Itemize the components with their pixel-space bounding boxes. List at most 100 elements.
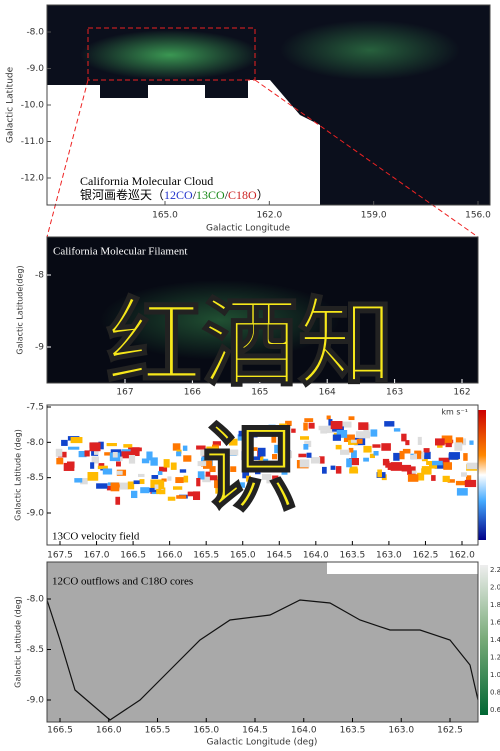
velocity-pixel — [90, 462, 95, 469]
overlay-text: 红酒知 — [106, 287, 394, 399]
velocity-pixel — [206, 446, 219, 453]
velocity-pixel — [98, 441, 104, 450]
velocity-pixel — [268, 424, 276, 429]
velocity-pixel — [250, 456, 261, 460]
velocity-pixel — [402, 448, 411, 454]
plot-frame — [46, 404, 479, 546]
colorbar-tick-label: 1.2 — [490, 654, 500, 662]
colorbar — [480, 565, 488, 715]
velocity-pixel — [336, 430, 348, 438]
velocity-pixel — [182, 445, 188, 451]
image — [47, 562, 478, 722]
x-tick-label: 162 — [453, 388, 470, 398]
plot-frame — [46, 561, 479, 723]
velocity-pixel — [461, 438, 467, 446]
y-axis-label: Galactic Latitude (deg) — [14, 429, 23, 521]
velocity-pixel — [448, 453, 459, 460]
overlay-text: 识 — [202, 412, 298, 524]
velocity-pixel — [128, 447, 140, 457]
velocity-pixel — [326, 415, 331, 420]
emission — [80, 30, 260, 80]
y-tick-label: -8.0 — [26, 28, 44, 38]
velocity-pixel — [74, 478, 83, 483]
velocity-pixel — [87, 472, 99, 481]
velocity-pixel — [393, 452, 400, 461]
plot-frame — [46, 236, 479, 384]
velocity-pixel — [319, 456, 325, 464]
velocity-pixel — [298, 453, 307, 458]
velocity-pixel — [217, 476, 228, 483]
velocity-pixel — [130, 447, 142, 452]
velocity-pixel — [61, 439, 68, 446]
velocity-pixel — [348, 416, 355, 421]
emission — [280, 20, 460, 80]
y-tick-label: -9 — [35, 343, 44, 353]
velocity-pixel — [56, 457, 64, 465]
velocity-pixel — [175, 477, 184, 484]
velocity-pixel — [266, 477, 271, 484]
y-tick-label: -9.0 — [26, 64, 44, 74]
velocity-pixel — [343, 434, 355, 442]
x-tick-label: 166.0 — [157, 551, 183, 561]
x-tick-label: 167 — [116, 388, 133, 398]
x-tick-label: 159.0 — [361, 211, 387, 221]
x-tick-label: 166.5 — [47, 726, 73, 736]
zoom-box — [87, 27, 256, 81]
velocity-pixel — [306, 452, 312, 458]
panel-title: 13CO velocity field — [52, 531, 140, 543]
colorbar-tick-label: 1.8 — [490, 601, 500, 609]
velocity-pixel — [318, 425, 331, 431]
velocity-pixel — [426, 461, 431, 465]
velocity-pixel — [205, 471, 211, 477]
velocity-pixel — [91, 456, 100, 464]
velocity-pixel — [197, 461, 207, 467]
velocity-pixel — [432, 460, 443, 466]
velocity-pixel — [116, 470, 123, 475]
velocity-pixel — [255, 470, 261, 475]
velocity-pixel — [330, 465, 336, 470]
velocity-pixel — [172, 443, 181, 451]
velocity-pixel — [150, 479, 162, 489]
text: C18O — [228, 188, 257, 202]
velocity-pixel — [230, 466, 237, 472]
velocity-pixel — [116, 461, 121, 467]
velocity-pixel — [456, 488, 468, 496]
velocity-pixel — [417, 450, 422, 459]
velocity-pixel — [401, 433, 407, 442]
y-tick-label: -11.0 — [21, 137, 45, 147]
velocity-pixel — [150, 457, 158, 466]
velocity-pixel — [401, 464, 412, 472]
velocity-pixel — [212, 441, 221, 446]
x-tick-label: 163.0 — [376, 551, 402, 561]
velocity-pixel — [238, 430, 243, 437]
velocity-pixel — [170, 462, 177, 470]
velocity-pixel — [219, 480, 225, 486]
text: 银河画卷巡天（ — [80, 187, 164, 202]
velocity-pixel — [255, 426, 261, 435]
velocity-pixel — [370, 429, 378, 437]
velocity-pixel — [183, 475, 189, 483]
velocity-pixel — [133, 480, 140, 485]
velocity-pixel — [417, 472, 425, 481]
y-axis-label: Galactic Latitude(deg) — [16, 265, 25, 354]
velocity-pixel — [216, 449, 223, 458]
velocity-pixel — [272, 475, 279, 480]
velocity-pixel — [274, 444, 280, 454]
x-tick-label: 165.5 — [193, 551, 219, 561]
velocity-pixel — [373, 451, 379, 456]
survey-label: 银河画卷巡天（12CO/13CO/C18O） — [80, 187, 269, 202]
velocity-pixel — [441, 435, 453, 445]
velocity-pixel — [113, 484, 120, 488]
x-tick-label: 166.0 — [96, 726, 122, 736]
x-tick-label: 164.5 — [266, 551, 292, 561]
velocity-pixel — [299, 459, 310, 468]
velocity-pixel — [355, 431, 368, 438]
velocity-pixel — [55, 448, 63, 457]
velocity-pixel — [414, 450, 422, 454]
velocity-pixel — [148, 487, 158, 493]
y-tick-label: -12.0 — [21, 174, 45, 184]
velocity-pixel — [173, 486, 183, 490]
velocity-pixel — [139, 479, 145, 484]
zoom-line — [254, 79, 479, 238]
velocity-pixel — [431, 475, 436, 481]
